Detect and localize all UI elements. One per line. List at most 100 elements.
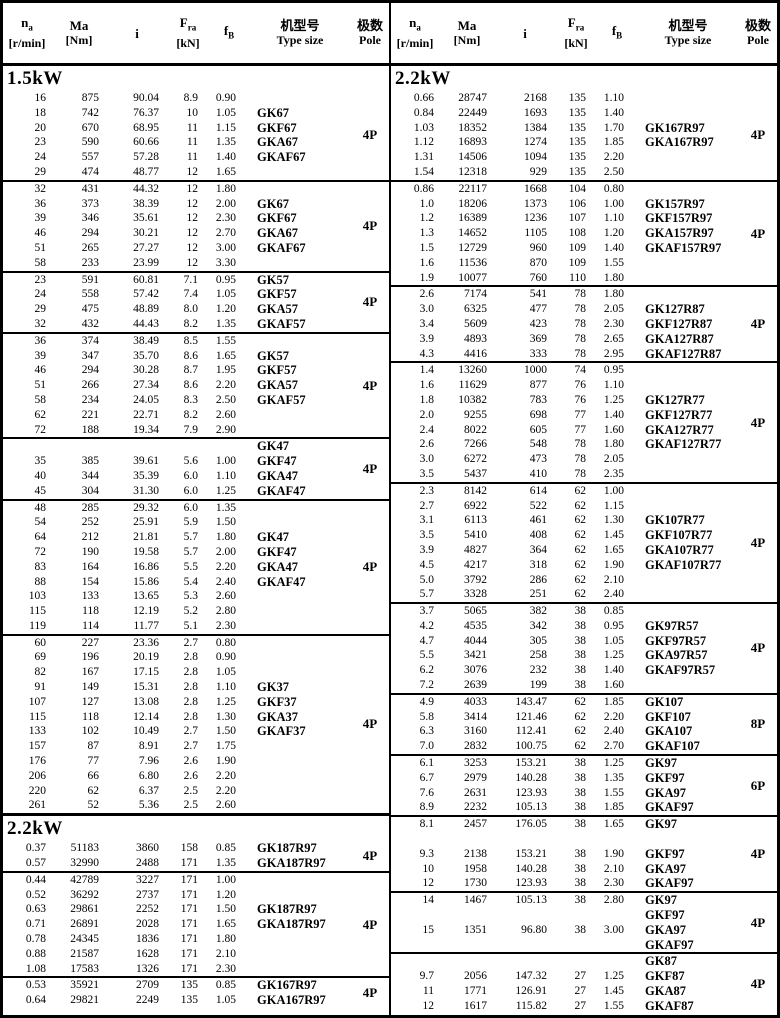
- cell-type-size: GKAF57: [257, 392, 306, 407]
- cell-fra: 62: [574, 725, 587, 738]
- cell-ma: 5437: [464, 467, 487, 480]
- cell-na: 0.52: [25, 888, 46, 901]
- cell-na: 0.71: [25, 918, 46, 931]
- cell-i: 35.39: [133, 469, 159, 482]
- cell-type-size: GKF97: [645, 908, 685, 923]
- cell-fra: 11: [186, 121, 198, 134]
- cell-fb: 1.45: [603, 985, 624, 998]
- cell-fra: 107: [568, 212, 586, 225]
- cell-type-size: GKA97: [645, 922, 686, 937]
- cell-ma: 10077: [458, 271, 487, 284]
- cell-na: 36: [34, 334, 47, 347]
- cell-ma: 12729: [458, 241, 487, 254]
- row-group: 8.1 2457 176.05 38 1.65 GK97 9.3 2138 153.21 38 1.…: [391, 815, 777, 891]
- cell-na: 157: [28, 740, 46, 753]
- cell-ma: 3414: [464, 710, 487, 723]
- cell-type-size: [637, 832, 739, 847]
- cell-ma: 36292: [70, 888, 99, 901]
- cell-i: 6.37: [138, 784, 159, 797]
- cell-fra: 5.4: [183, 575, 198, 588]
- cell-type-size: GKA187R97: [257, 917, 326, 932]
- cell-ma: 304: [81, 484, 99, 497]
- cell-fra: 5.3: [183, 590, 198, 603]
- cell-na: 51: [34, 379, 47, 392]
- cell-i: 3227: [136, 873, 159, 886]
- cell-fra: 8.9: [183, 92, 198, 104]
- row-group: 6.1 3253 153.21 38 1.25 GK97 6.7 2979 140.28 38 1.…: [391, 754, 777, 815]
- cell-type-size: [249, 932, 351, 947]
- cell-ma: 374: [81, 334, 99, 347]
- cell-fb: 1.25: [603, 757, 624, 770]
- cell-fb: 1.05: [603, 634, 624, 647]
- cell-type-size: GKA87: [645, 984, 686, 999]
- header-col-pole: 极数 Pole: [351, 18, 389, 48]
- cell-type-size: GKAF47: [257, 574, 306, 589]
- cell-type-size: GKAF97: [645, 937, 694, 952]
- cell-fra: 77: [574, 408, 587, 421]
- cell-fb: 0.90: [215, 651, 236, 664]
- cell-ma: 7266: [464, 438, 487, 451]
- cell-fb: 1.00: [215, 873, 236, 886]
- cell-i: 48.77: [133, 165, 159, 178]
- cell-fb: 2.60: [215, 799, 236, 812]
- cell-type-size: [249, 888, 351, 903]
- cell-fra: 38: [574, 923, 587, 936]
- cell-i: 123.93: [515, 877, 547, 890]
- cell-ma: 3792: [464, 573, 487, 586]
- cell-i: 541: [529, 288, 547, 301]
- cell-na: 40: [34, 469, 47, 482]
- cell-fb: 1.25: [603, 970, 624, 983]
- row-group: 0.37 51183 3860 158 0.85 GK187R97 0.57 32990 248…: [3, 841, 389, 871]
- cell-type-size: GK97R57: [645, 618, 699, 633]
- cell-na: 29: [34, 303, 47, 316]
- header-col-i: i: [495, 26, 555, 41]
- cell-i: 2252: [136, 903, 159, 916]
- cell-type-size: [249, 754, 351, 769]
- cell-fra: 108: [568, 227, 586, 240]
- cell-ma: 16389: [458, 212, 487, 225]
- cell-fb: 2.20: [215, 560, 236, 573]
- cell-type-size: GKA127R87: [645, 331, 714, 346]
- cell-fb: 2.60: [215, 408, 236, 421]
- cell-ma: 294: [81, 227, 99, 240]
- cell-na: 35: [34, 455, 47, 468]
- cell-fb: [597, 908, 637, 923]
- cell-ma: 62: [87, 784, 100, 797]
- cell-na: 4.9: [419, 695, 434, 708]
- cell-fra: 109: [568, 256, 586, 269]
- cell-i: 115.82: [515, 999, 547, 1012]
- cell-na: 0.66: [413, 92, 434, 104]
- cell-type-size: GK87: [645, 954, 677, 969]
- cell-na: [391, 832, 439, 847]
- cell-fra: 12: [186, 227, 199, 240]
- cell-na: 48: [34, 501, 47, 514]
- cell-na: 88: [34, 575, 47, 588]
- cell-fb: 2.70: [215, 227, 236, 240]
- cell-fb: 1.30: [603, 514, 624, 527]
- cell-i: 140.28: [515, 771, 547, 784]
- cell-i: 176.05: [515, 818, 547, 831]
- cell-na: 12: [422, 877, 435, 890]
- cell-fra: 78: [574, 467, 587, 480]
- cell-type-size: [637, 499, 739, 514]
- cell-fra: 78: [574, 438, 587, 451]
- cell-i: 522: [529, 499, 547, 512]
- cell-fb: 2.40: [603, 725, 624, 738]
- cell-fra: [555, 938, 597, 953]
- cell-ma: 1771: [464, 985, 487, 998]
- cell-ma: 4033: [464, 695, 487, 708]
- cell-na: 2.7: [419, 499, 434, 512]
- cell-ma: 42789: [70, 873, 99, 886]
- cell-type-size: GK97: [645, 756, 677, 771]
- section-label: 1.5kW: [7, 68, 63, 89]
- cell-i: [495, 938, 555, 953]
- cell-i: 461: [529, 514, 547, 527]
- cell-fra: 2.8: [183, 695, 198, 708]
- cell-na: 0.57: [25, 857, 46, 870]
- pole-value: 4P: [362, 985, 378, 1001]
- cell-fb: 1.55: [603, 999, 624, 1012]
- cell-i: 96.80: [521, 923, 547, 936]
- cell-type-size: GKAF57: [257, 316, 306, 331]
- cell-i: 24.05: [133, 393, 159, 406]
- cell-ma: 11536: [458, 256, 487, 269]
